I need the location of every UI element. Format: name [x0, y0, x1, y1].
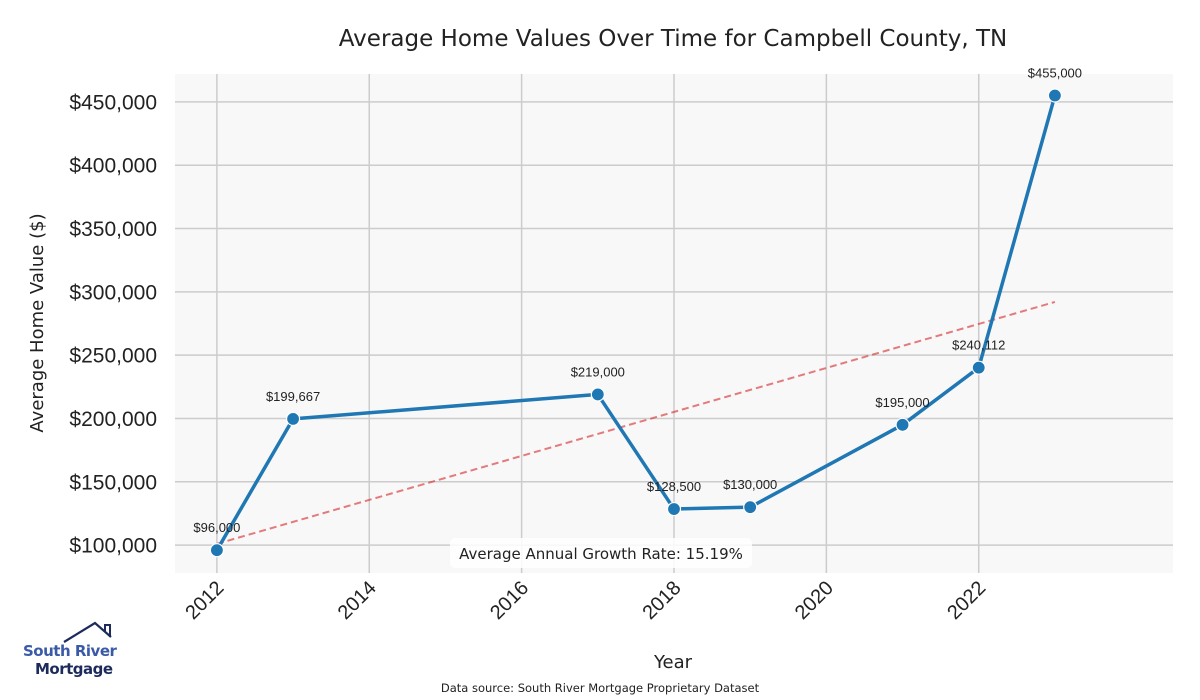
- y-tick-label: $450,000: [69, 91, 157, 114]
- data-point: [971, 360, 986, 375]
- data-point: [209, 543, 225, 558]
- data-point: [285, 411, 301, 427]
- data-point: [895, 417, 910, 432]
- series-line-group: [215, 95, 1057, 552]
- y-tick-label: $200,000: [69, 408, 157, 431]
- y-axis-label: Average Home Value ($): [27, 213, 48, 432]
- y-tick-label: $400,000: [69, 155, 157, 178]
- house-roof-icon: [63, 621, 112, 643]
- x-tick-label: 2018: [639, 577, 686, 624]
- data-point: [666, 501, 682, 517]
- data-label: $240,112: [952, 338, 1005, 353]
- y-tick-label: $250,000: [69, 345, 157, 368]
- y-axis-ticks: $100,000 $150,000 $200,000 $250,000 $300,000…: [69, 91, 157, 557]
- data-labels: $96,000 $199,667 $219,000 $128,500 $130,000 $…: [193, 66, 1082, 536]
- data-points: [209, 88, 1063, 558]
- y-tick-label: $300,000: [69, 281, 157, 304]
- y-tick-label: $100,000: [69, 535, 157, 558]
- x-tick-label: 2022: [943, 577, 990, 624]
- x-axis-ticks: 2012 2014 2016 2018 2020 2022: [181, 577, 990, 624]
- x-tick-label: 2014: [334, 577, 381, 624]
- data-label: $199,667: [266, 389, 320, 404]
- data-label: $96,000: [193, 520, 240, 535]
- growth-annotation-text: Average Annual Growth Rate: 15.19%: [459, 545, 743, 563]
- trend-line: [216, 301, 1056, 545]
- series-line: [215, 95, 1057, 552]
- x-axis-label: Year: [653, 652, 693, 673]
- data-point: [590, 387, 605, 402]
- chart-title: Average Home Values Over Time for Campbe…: [339, 26, 1007, 52]
- data-label: $455,000: [1028, 66, 1082, 81]
- logo-text-south-river: South River: [23, 642, 117, 660]
- x-tick-label: 2012: [181, 577, 228, 624]
- data-source-note: Data source: South River Mortgage Propri…: [441, 681, 760, 695]
- data-label: $219,000: [571, 364, 625, 379]
- y-tick-label: $150,000: [69, 471, 157, 494]
- growth-annotation-box: [450, 538, 752, 568]
- x-tick-label: 2016: [486, 577, 533, 624]
- data-point: [743, 500, 758, 515]
- y-tick-label: $350,000: [69, 218, 157, 241]
- x-tick-label: 2020: [791, 577, 838, 624]
- data-label: $128,500: [647, 479, 701, 494]
- data-point: [1047, 88, 1063, 103]
- company-logo: South River Mortgage: [18, 620, 128, 680]
- growth-annotation: Average Annual Growth Rate: 15.19%: [450, 538, 752, 568]
- data-label: $195,000: [875, 395, 929, 410]
- logo-text-mortgage: Mortgage: [35, 660, 113, 678]
- data-label: $130,000: [723, 477, 777, 492]
- trend-line-group: [216, 301, 1056, 545]
